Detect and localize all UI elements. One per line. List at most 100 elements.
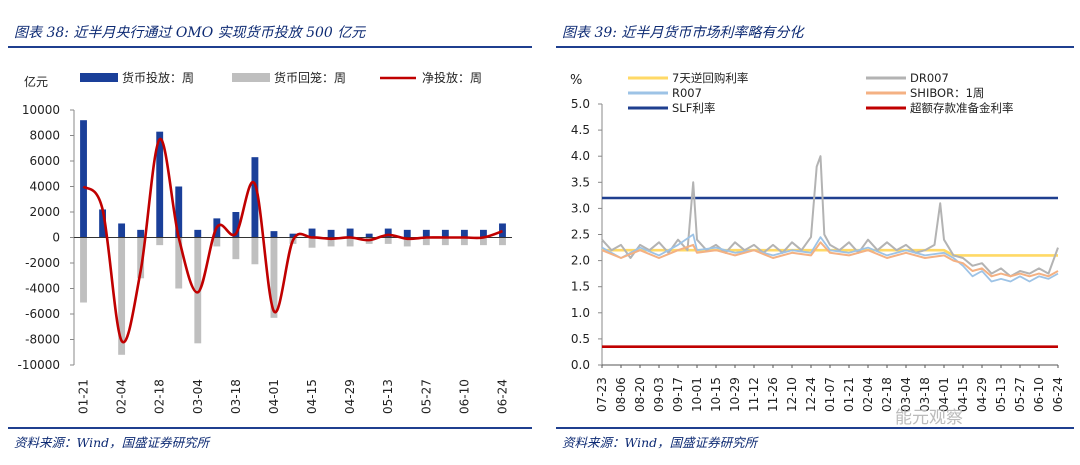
withdrawal-bar (327, 237, 335, 247)
left-x-tick-label: 02-04 (115, 379, 129, 414)
right-x-tick-label: 09-17 (671, 377, 685, 412)
right-source-rule (556, 427, 1074, 429)
injection-bar (384, 228, 392, 238)
injection-bar (289, 233, 297, 238)
right-chart-svg: % 5.0 4.5 4.0 3.5 3.0 2.5 2.0 1.5 1.0 0.5 0.0 07-23 0… (570, 71, 1065, 412)
left-y-tick-label: -4000 (25, 282, 60, 296)
withdrawal-bar (346, 237, 354, 247)
right-y-tick-label: 2.5 (571, 228, 590, 242)
withdrawal-bar (384, 237, 392, 244)
rate-line (601, 233, 1059, 283)
legend-label: 超额存款准备金利率 (910, 101, 1014, 115)
injection-bar (80, 120, 87, 238)
left-x-tick-label: 03-04 (191, 379, 205, 414)
injection-bar (422, 229, 430, 238)
withdrawal-bar (156, 237, 164, 246)
injection-bar (308, 228, 316, 238)
right-y-tick-label: 3.5 (571, 175, 590, 189)
right-x-tick-label: 11-12 (747, 377, 761, 412)
left-source-rule (8, 427, 532, 429)
right-x-tick-label: 11-26 (766, 377, 780, 412)
left-chart-source: 资料来源：Wind，国盛证券研究所 (14, 435, 210, 450)
right-x-tick-label: 01-07 (823, 377, 837, 412)
withdrawal-bar (460, 237, 468, 246)
injection-bar (365, 233, 373, 238)
left-y-tick-label: -8000 (25, 333, 60, 347)
right-x-tick-label: 10-01 (690, 377, 704, 412)
right-x-tick-label: 10-15 (709, 377, 723, 412)
legend-label: 7天逆回购利率 (672, 71, 748, 85)
legend-withdrawal-swatch (232, 73, 270, 82)
left-y-tick-label: 4000 (29, 180, 60, 194)
withdrawal-bar (480, 237, 487, 246)
legend-label: 净投放：周 (422, 70, 482, 85)
right-x-tick-label: 04-29 (975, 377, 989, 412)
left-chart-panel: 图表 38: 近半月央行通过 OMO 实现货币投放 500 亿元 亿元 10000… (8, 25, 532, 450)
right-y-axis-label: % (570, 73, 582, 88)
left-y-tick-label: -10000 (17, 358, 60, 372)
injection-bar (194, 229, 202, 238)
left-x-tick-label: 03-18 (229, 379, 243, 414)
left-y-tick-label: 10000 (22, 103, 60, 117)
right-x-tick-label: 03-18 (918, 377, 932, 412)
injection-bar (175, 186, 183, 238)
injection-bar (251, 157, 259, 238)
left-x-tick-label: 06-24 (495, 379, 509, 414)
right-x-tick-label: 08-06 (614, 377, 628, 412)
injection-bar (346, 228, 354, 238)
rate-line (601, 241, 1059, 278)
left-x-tick-label: 06-10 (457, 379, 471, 414)
legend-label: 货币投放：周 (122, 70, 194, 85)
right-y-tick-label: 2.0 (571, 254, 590, 268)
right-x-tick-label: 07-23 (595, 377, 609, 412)
legend-label: R007 (672, 86, 702, 100)
withdrawal-bar (213, 237, 221, 247)
withdrawal-bar (441, 237, 449, 246)
right-y-tick-label: 0.5 (571, 332, 590, 346)
withdrawal-bar (270, 237, 278, 318)
withdrawal-bar (422, 237, 430, 246)
right-x-tick-label: 09-03 (652, 377, 666, 412)
withdrawal-bar (232, 237, 240, 260)
left-y-tick-label: 2000 (29, 205, 60, 219)
right-x-tick-label: 03-04 (899, 377, 913, 412)
withdrawal-bar (137, 237, 145, 279)
right-y-tick-label: 4.0 (571, 149, 590, 163)
left-x-tick-label: 01-21 (77, 379, 91, 414)
right-x-tick-label: 04-01 (937, 377, 951, 412)
right-x-tick-label: 06-24 (1051, 377, 1065, 412)
left-y-axis-label: 亿元 (24, 74, 48, 89)
legend-injection-swatch (80, 73, 118, 82)
legend-label: 货币回笼：周 (274, 70, 346, 85)
left-x-tick-label: 04-15 (305, 379, 319, 414)
left-chart-svg: 亿元 10000 8000 6000 4000 2000 0 -2000 -4000 -6000 -… (17, 70, 512, 414)
right-x-tick-label: 08-20 (633, 377, 647, 412)
right-x-tick-label: 04-15 (956, 377, 970, 412)
left-x-tick-label: 05-13 (381, 379, 395, 414)
legend-label: SLF利率 (672, 101, 715, 115)
left-x-tick-label: 04-29 (343, 379, 357, 414)
left-chart-title: 图表 38: 近半月央行通过 OMO 实现货币投放 500 亿元 (14, 25, 366, 41)
right-x-tick-label: 12-24 (804, 377, 818, 412)
left-y-tick-label: 8000 (29, 129, 60, 143)
left-y-tick-label: 0 (52, 231, 60, 245)
withdrawal-bar (80, 237, 87, 303)
injection-bar (137, 229, 145, 238)
withdrawal-bar (251, 237, 259, 265)
left-y-tick-label: 6000 (29, 154, 60, 168)
injection-bar (403, 229, 411, 238)
right-chart-panel: 图表 39: 近半月货币市场利率略有分化 % 5.0 4.5 4.0 3.5 3.0 2.5… (548, 0, 1080, 465)
right-chart-source: 资料来源：Wind，国盛证券研究所 (562, 435, 758, 450)
rate-line (602, 248, 1058, 257)
right-x-tick-label: 01-21 (842, 377, 856, 412)
left-y-tick-label: -6000 (25, 307, 60, 321)
withdrawal-bar (118, 237, 126, 355)
legend-label: DR007 (910, 71, 949, 85)
withdrawal-bar (308, 237, 316, 248)
left-x-tick-label: 05-27 (419, 379, 433, 414)
right-y-tick-label: 4.5 (571, 123, 590, 137)
withdrawal-bar (175, 237, 183, 289)
right-title-rule (556, 46, 1074, 48)
injection-bar (232, 212, 240, 238)
right-x-tick-label: 12-10 (785, 377, 799, 412)
